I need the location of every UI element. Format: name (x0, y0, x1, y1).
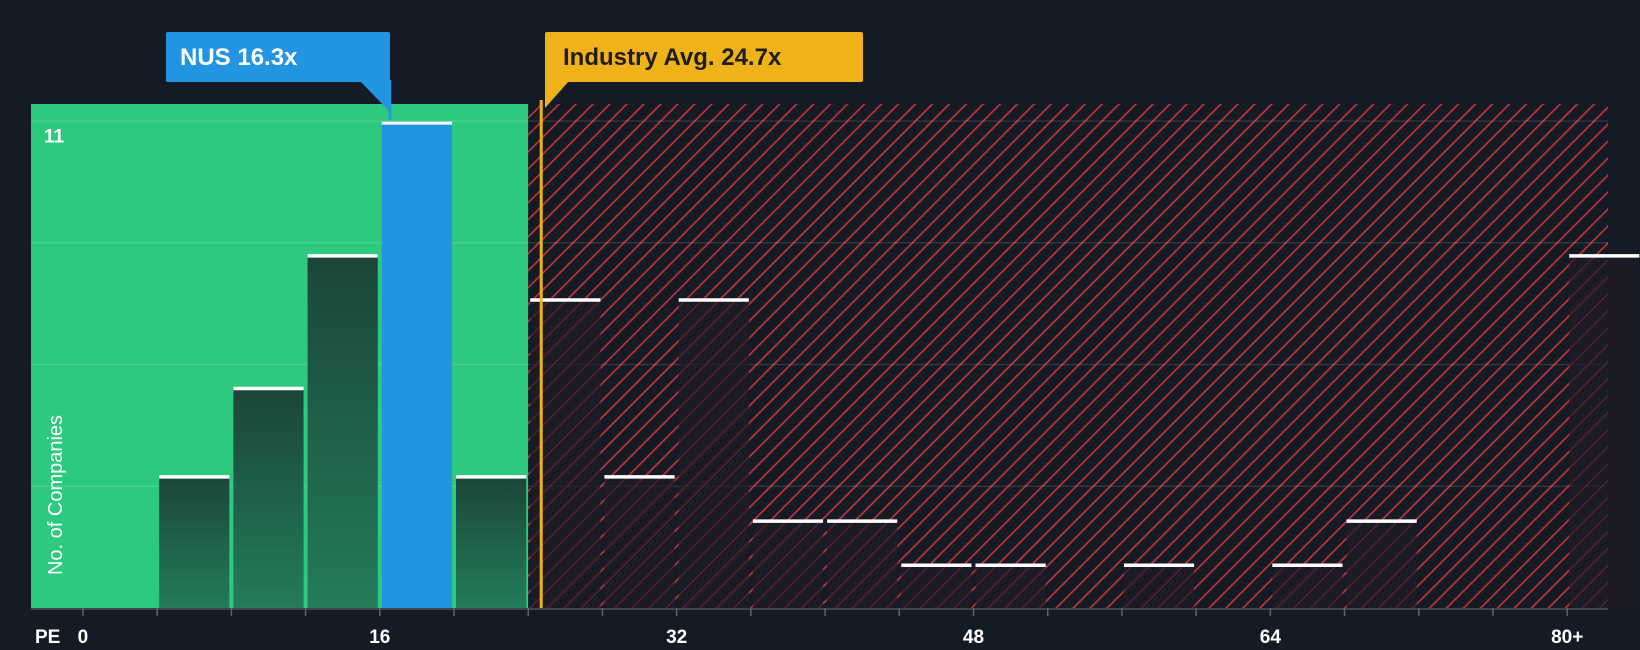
x-tick-label: 32 (666, 627, 687, 648)
histogram-bar (678, 298, 749, 608)
histogram-bar (604, 475, 675, 608)
x-tick-label: 0 (78, 627, 89, 648)
histogram-bar (159, 475, 230, 608)
histogram-bar (307, 254, 378, 608)
callouts: NUS 16.3x Industry Avg. 24.7x (166, 32, 863, 120)
industry-callout-box (545, 32, 863, 82)
y-tick-label: 11 (44, 127, 65, 148)
histogram-bar (1272, 563, 1343, 608)
histogram-bar (381, 121, 453, 609)
x-tick-label: 80+ (1551, 627, 1583, 648)
industry-callout-label: Industry Avg. 24.7x (563, 44, 782, 71)
x-axis-label: PE (35, 627, 60, 648)
histogram-bar (1346, 519, 1417, 608)
histogram-bar (1569, 254, 1640, 608)
histogram-bar (752, 519, 824, 608)
histogram-bar (827, 519, 898, 608)
axes: 0 16 32 48 64 80+ PE 11 No. of Companies (31, 127, 1608, 648)
histogram-bar (233, 386, 304, 608)
company-callout-tail (360, 81, 390, 112)
x-tick-label: 64 (1260, 627, 1282, 648)
histogram-bar (975, 563, 1046, 608)
company-callout-label: NUS 16.3x (180, 44, 298, 71)
histogram-bar (456, 475, 527, 608)
histogram-bar (901, 563, 972, 608)
x-tick-label: 48 (963, 627, 984, 648)
company-callout-box (166, 32, 390, 82)
histogram-bar (1123, 563, 1195, 608)
y-axis-label: No. of Companies (45, 415, 67, 575)
industry-callout-tail (545, 81, 569, 108)
x-tick-label: 16 (369, 627, 390, 648)
